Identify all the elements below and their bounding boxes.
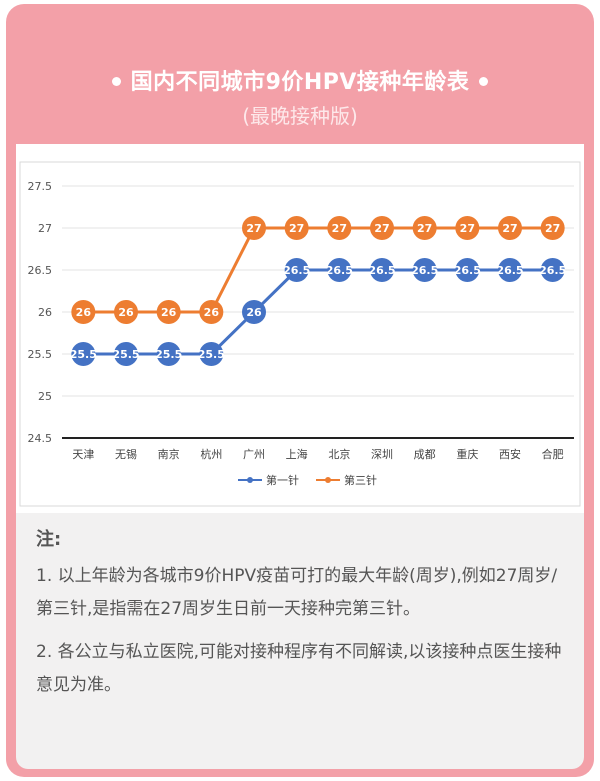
data-label: 26 bbox=[76, 306, 92, 319]
data-point bbox=[498, 216, 522, 240]
x-tick-label: 南京 bbox=[158, 447, 180, 461]
data-label: 27 bbox=[417, 222, 432, 235]
line-chart: 24.5 25 25.5 26 26.5 27 27.5 天津 无锡 南京 杭州 广州 上海 北京 深圳 成都… bbox=[19, 161, 581, 507]
data-point bbox=[71, 342, 96, 366]
data-point bbox=[156, 342, 181, 366]
card-header: 国内不同城市9价HPV接种年龄表 (最晚接种版) bbox=[6, 4, 594, 142]
title-text: 国内不同城市9价HPV接种年龄表 bbox=[130, 70, 470, 95]
data-label: 27 bbox=[332, 222, 347, 235]
data-point bbox=[156, 300, 181, 324]
data-point bbox=[455, 216, 480, 240]
x-tick-label: 上海 bbox=[286, 447, 308, 461]
x-tick-label: 合肥 bbox=[542, 447, 564, 461]
bullet-dot-icon bbox=[111, 76, 121, 86]
chart-panel: 24.5 25 25.5 26 26.5 27 27.5 天津 无锡 南京 杭州 广州 上海 北京 深圳 成都… bbox=[16, 144, 584, 513]
data-point bbox=[199, 342, 224, 366]
y-tick-label: 25.5 bbox=[28, 348, 53, 361]
note-item-2: 2. 各公立与私立医院,可能对接种程序有不同解读,以该接种点医生接种意见为准。 bbox=[36, 642, 562, 695]
data-label: 25.5 bbox=[155, 348, 182, 361]
y-tick-label: 24.5 bbox=[28, 432, 53, 445]
page-subtitle: (最晚接种版) bbox=[242, 104, 358, 128]
data-label: 25.5 bbox=[198, 348, 225, 361]
data-label: 27 bbox=[460, 222, 475, 235]
x-tick-label: 无锡 bbox=[115, 447, 137, 461]
note-item-1: 1. 以上年龄为各城市9价HPV疫苗可打的最大年龄(周岁),例如27周岁/第三针… bbox=[36, 566, 558, 619]
data-label: 27 bbox=[289, 222, 304, 235]
data-label: 26 bbox=[204, 306, 220, 319]
data-label: 27 bbox=[374, 222, 389, 235]
data-label: 26 bbox=[118, 306, 134, 319]
legend-label: 第一针 bbox=[266, 473, 299, 487]
y-tick-label: 27.5 bbox=[28, 180, 53, 193]
data-point bbox=[199, 300, 224, 324]
x-tick-label: 深圳 bbox=[371, 448, 393, 461]
data-point bbox=[412, 216, 437, 240]
data-label: 26.5 bbox=[411, 264, 438, 277]
data-label: 26.5 bbox=[496, 264, 523, 277]
data-point bbox=[370, 216, 394, 240]
data-point bbox=[412, 258, 437, 282]
data-point bbox=[284, 258, 309, 282]
x-tick-label: 广州 bbox=[243, 448, 265, 461]
data-point bbox=[327, 258, 352, 282]
bullet-dot-icon bbox=[479, 76, 489, 86]
legend-label: 第三针 bbox=[344, 473, 377, 487]
data-label: 26 bbox=[161, 306, 177, 319]
info-card: 国内不同城市9价HPV接种年龄表 (最晚接种版) 24.5 25 25.5 26 26.… bbox=[6, 4, 594, 777]
data-label: 26.5 bbox=[539, 264, 566, 277]
x-tick-label: 北京 bbox=[328, 447, 350, 461]
y-tick-label: 27 bbox=[38, 222, 52, 235]
data-point bbox=[540, 258, 565, 282]
data-point bbox=[242, 216, 266, 240]
x-tick-label: 天津 bbox=[72, 448, 94, 461]
data-label: 26.5 bbox=[454, 264, 481, 277]
data-label: 25.5 bbox=[70, 348, 97, 361]
legend-swatch-dot bbox=[247, 477, 253, 483]
data-point bbox=[540, 216, 565, 240]
data-point bbox=[370, 258, 394, 282]
data-label: 27 bbox=[246, 222, 261, 235]
data-point bbox=[327, 216, 352, 240]
data-label: 27 bbox=[502, 222, 517, 235]
data-label: 26.5 bbox=[326, 264, 353, 277]
x-tick-label: 杭州 bbox=[200, 447, 222, 461]
y-tick-label: 26 bbox=[38, 306, 52, 319]
data-label: 26 bbox=[246, 306, 262, 319]
data-label: 26.5 bbox=[283, 264, 310, 277]
data-label: 27 bbox=[545, 222, 560, 235]
x-tick-label: 成都 bbox=[414, 448, 436, 461]
legend-swatch-dot bbox=[325, 477, 331, 483]
data-point bbox=[498, 258, 522, 282]
x-tick-label: 西安 bbox=[499, 447, 521, 461]
data-point bbox=[71, 300, 96, 324]
y-tick-label: 25 bbox=[38, 390, 52, 403]
data-point bbox=[455, 258, 480, 282]
data-label: 25.5 bbox=[112, 348, 139, 361]
data-point bbox=[242, 300, 266, 324]
chart-frame bbox=[19, 161, 581, 507]
data-label: 26.5 bbox=[368, 264, 395, 277]
page-title: 国内不同城市9价HPV接种年龄表 bbox=[6, 64, 594, 96]
notes-panel: 注: 1. 以上年龄为各城市9价HPV疫苗可打的最大年龄(周岁),例如27周岁/… bbox=[16, 513, 584, 769]
data-point bbox=[284, 216, 309, 240]
y-tick-label: 26.5 bbox=[28, 264, 53, 277]
data-point bbox=[114, 342, 138, 366]
x-tick-label: 重庆 bbox=[456, 447, 478, 461]
data-point bbox=[114, 300, 138, 324]
notes-heading: 注: bbox=[36, 529, 62, 550]
